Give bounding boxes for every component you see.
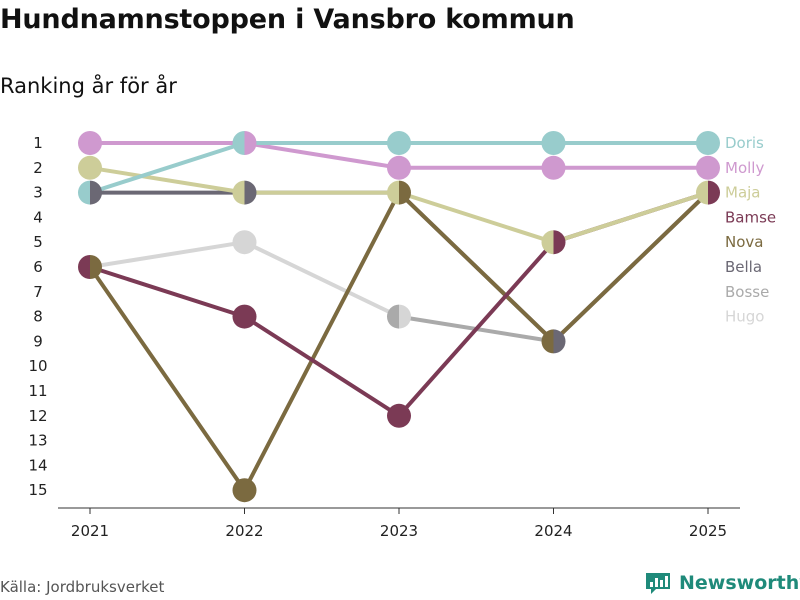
marker-maja [78, 155, 102, 180]
chart-title: Hundnamnstoppen i Vansbro kommun [0, 4, 575, 35]
series-markers [78, 131, 720, 503]
marker-bamse [232, 304, 257, 329]
marker-nova [541, 329, 554, 354]
y-tick-label: 7 [33, 283, 43, 301]
legend-item-bamse: Bamse [725, 208, 776, 226]
y-tick-label: 15 [28, 481, 47, 499]
y-tick-label: 14 [28, 456, 47, 474]
marker-maja [541, 230, 554, 255]
x-tick-label: 2025 [689, 522, 727, 540]
marker-hugo [399, 304, 411, 329]
marker-nova [399, 180, 411, 205]
brand-name: Newsworthy [679, 572, 800, 594]
newsworthy-logo-icon [646, 573, 670, 594]
marker-bella [244, 180, 257, 205]
marker-molly [541, 155, 566, 180]
marker-bella [90, 180, 102, 205]
marker-molly [78, 131, 102, 155]
marker-bamse [553, 230, 566, 255]
brand-logo[interactable]: Newsworthy [645, 570, 800, 596]
legend-item-maja: Maja [725, 184, 761, 202]
marker-molly [387, 155, 411, 180]
y-tick-label: 11 [28, 382, 47, 400]
series-line-nova [88, 190, 710, 493]
y-tick-label: 1 [33, 134, 43, 152]
y-tick-label: 9 [33, 332, 43, 350]
marker-doris [541, 131, 566, 155]
x-tick-label: 2021 [71, 522, 109, 540]
marker-nova [90, 255, 102, 279]
y-tick-label: 12 [28, 407, 47, 425]
chart-subtitle: Ranking år för år [0, 74, 177, 98]
marker-molly [696, 155, 720, 180]
y-tick-label: 5 [33, 233, 43, 251]
x-tick-label: 2024 [534, 522, 572, 540]
marker-bamse [78, 255, 90, 279]
y-tick-label: 13 [28, 432, 47, 450]
marker-doris [387, 131, 411, 155]
marker-doris [78, 180, 90, 205]
y-tick-label: 4 [33, 208, 43, 226]
legend-item-nova: Nova [725, 233, 763, 251]
y-tick-label: 10 [28, 357, 47, 375]
y-tick-label: 3 [33, 184, 43, 202]
marker-nova [232, 478, 257, 503]
legend-item-hugo: Hugo [725, 308, 765, 326]
series-line-bamse [89, 190, 709, 418]
y-tick-label: 2 [33, 159, 43, 177]
marker-doris [696, 131, 720, 155]
legend-item-molly: Molly [725, 159, 764, 177]
legend-item-bella: Bella [725, 258, 762, 276]
legend-item-doris: Doris [725, 134, 764, 152]
y-tick-label: 8 [33, 308, 43, 326]
legend: Doris Molly Maja Bamse Nova Bella Bosse Hugo [725, 134, 776, 326]
x-tick-label: 2023 [380, 522, 418, 540]
source-note: Källa: Jordbruksverket [0, 578, 165, 596]
marker-maja [387, 180, 399, 205]
marker-bamse [708, 180, 720, 205]
marker-bosse [387, 304, 399, 329]
marker-doris [232, 131, 245, 155]
x-axis: 2021 2022 2023 2024 2025 [58, 507, 740, 540]
marker-maja [232, 180, 245, 205]
y-tick-label: 6 [33, 258, 43, 276]
marker-bamse [387, 403, 411, 428]
x-tick-label: 2022 [225, 522, 263, 540]
marker-molly [244, 131, 257, 155]
marker-maja [696, 180, 708, 205]
legend-item-bosse: Bosse [725, 283, 769, 301]
marker-hugo [232, 230, 257, 255]
marker-bella [553, 329, 566, 354]
